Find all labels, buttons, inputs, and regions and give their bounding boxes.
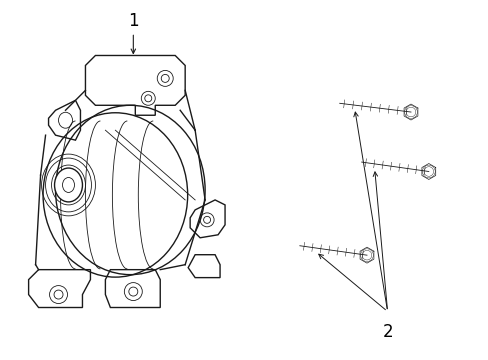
Ellipse shape (55, 168, 82, 202)
Text: 1: 1 (128, 12, 138, 53)
Text: 2: 2 (382, 323, 392, 341)
